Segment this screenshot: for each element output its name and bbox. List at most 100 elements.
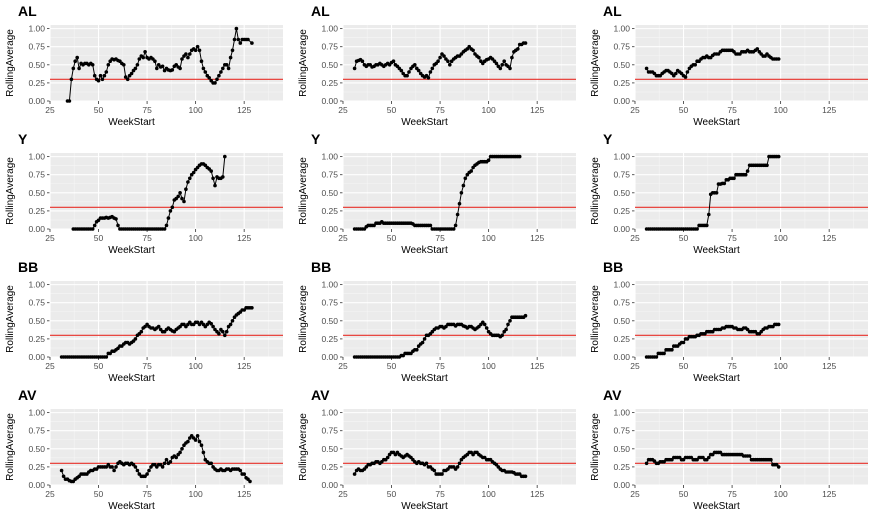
data-point (122, 63, 126, 67)
y-axis-label: RollingAverage (5, 413, 16, 481)
y-tick-label: 0.50 (613, 316, 630, 326)
x-tick-label: 100 (482, 105, 496, 115)
panel-plot: 0.00 0.25 0.50 0.75 1.00 25 50 75 100 125 WeekStar… (590, 408, 868, 512)
data-point (385, 455, 390, 460)
panel-plot: 0.00 0.25 0.50 0.75 1.00 25 50 75 100 125 WeekStar… (590, 24, 868, 128)
data-point (776, 465, 781, 469)
data-point (482, 322, 487, 327)
data-point (153, 59, 157, 63)
data-point (455, 465, 460, 469)
x-tick-label: 125 (237, 489, 251, 499)
data-point (71, 66, 76, 71)
x-tick-label: 25 (45, 361, 55, 371)
y-tick-label: 0.00 (613, 224, 630, 234)
data-point (236, 37, 241, 42)
data-point (160, 64, 165, 69)
y-tick-label: 0.25 (321, 462, 338, 472)
data-point (197, 439, 202, 444)
y-tick-label: 0.50 (613, 444, 630, 454)
data-point (457, 461, 462, 466)
y-tick-label: 0.75 (321, 426, 338, 436)
data-point (765, 163, 769, 168)
panel-title: AL (603, 3, 622, 19)
x-tick-label: 50 (94, 489, 104, 499)
x-tick-label: 25 (630, 105, 640, 115)
plot-background (635, 281, 868, 357)
x-tick-label: 50 (387, 105, 397, 115)
y-tick-label: 0.25 (28, 334, 45, 344)
data-point (106, 63, 111, 67)
data-point (238, 468, 243, 473)
x-tick-label: 125 (237, 361, 251, 371)
facet-panel: AV 0.00 0.25 0.50 0.75 1.00 25 50 75 100 125 WeekSt… (0, 387, 290, 517)
y-tick-label: 0.75 (613, 298, 630, 308)
y-axis-label: RollingAverage (590, 29, 601, 97)
y-tick-label: 0.00 (613, 480, 630, 490)
data-point (517, 154, 522, 159)
data-point (199, 59, 204, 63)
y-tick-label: 0.00 (613, 352, 630, 362)
x-tick-label: 125 (530, 489, 544, 499)
data-point (59, 468, 64, 473)
data-point (217, 332, 221, 336)
x-tick-label: 25 (45, 105, 55, 115)
panel-title: Y (311, 131, 321, 147)
data-point (745, 169, 750, 173)
data-point (230, 319, 235, 323)
data-point (180, 196, 184, 201)
data-point (209, 321, 213, 326)
data-point (457, 201, 462, 206)
data-point (674, 71, 678, 76)
data-point (201, 66, 206, 71)
data-point (224, 63, 229, 67)
panel-plot: 0.00 0.25 0.50 0.75 1.00 25 50 75 100 125 WeekStar… (298, 24, 576, 128)
x-tick-label: 25 (338, 489, 348, 499)
x-tick-label: 50 (387, 361, 397, 371)
x-tick-label: 100 (774, 361, 788, 371)
data-point (193, 48, 198, 53)
data-point (695, 227, 699, 231)
data-point (77, 66, 81, 71)
y-tick-label: 0.50 (28, 188, 45, 198)
panel-title: AL (18, 3, 37, 19)
x-tick-label: 100 (189, 233, 203, 243)
data-point (510, 55, 514, 60)
x-tick-label: 50 (387, 233, 397, 243)
data-point (156, 324, 161, 329)
y-tick-label: 0.75 (321, 170, 338, 180)
plot-background (635, 25, 868, 101)
panel-plot: 0.00 0.25 0.50 0.75 1.00 25 50 75 100 125 WeekStar… (298, 280, 576, 384)
data-point (471, 48, 475, 53)
data-point (732, 176, 736, 181)
data-point (707, 455, 711, 460)
data-point (199, 443, 204, 447)
data-point (769, 457, 773, 462)
facet-panel: AL 0.00 0.25 0.50 0.75 1.00 25 50 75 100 125 WeekSt… (585, 3, 875, 133)
panel-title: BB (603, 259, 624, 275)
data-point (223, 333, 227, 338)
y-tick-label: 1.00 (613, 24, 630, 34)
x-tick-label: 125 (822, 361, 836, 371)
x-tick-label: 25 (630, 489, 640, 499)
data-point (461, 183, 466, 188)
data-point (143, 50, 147, 54)
y-tick-label: 0.50 (28, 60, 45, 70)
y-axis-label: RollingAverage (590, 157, 601, 225)
y-tick-label: 1.00 (28, 280, 45, 290)
data-point (238, 41, 243, 45)
facet-panel: AV 0.00 0.25 0.50 0.75 1.00 25 50 75 100 125 WeekSt… (293, 387, 583, 517)
y-tick-label: 0.50 (321, 60, 338, 70)
data-point (486, 158, 491, 162)
data-point (186, 180, 190, 184)
data-point (477, 55, 481, 60)
data-point (219, 70, 223, 74)
facet-panel: BB 0.00 0.25 0.50 0.75 1.00 25 50 75 100 125 WeekSt… (293, 259, 583, 389)
y-tick-label: 0.25 (321, 206, 338, 216)
data-point (110, 465, 114, 469)
data-point (203, 70, 208, 74)
y-tick-label: 0.50 (613, 188, 630, 198)
facet-panel: Y 0.00 0.25 0.50 0.75 1.00 25 50 75 100 125 WeekSta… (293, 131, 583, 261)
data-point (211, 176, 215, 181)
data-point (90, 227, 95, 231)
x-tick-label: 125 (530, 233, 544, 243)
